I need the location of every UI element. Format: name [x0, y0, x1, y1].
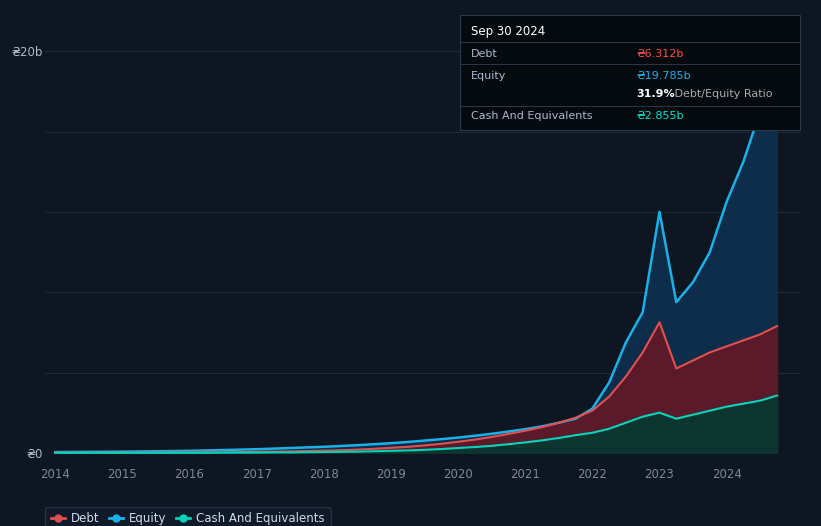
Legend: Debt, Equity, Cash And Equivalents: Debt, Equity, Cash And Equivalents	[45, 507, 331, 526]
Text: 31.9%: 31.9%	[637, 88, 676, 98]
Text: ₴19.785b: ₴19.785b	[637, 71, 691, 81]
Text: Debt: Debt	[470, 49, 498, 59]
Text: Equity: Equity	[470, 71, 506, 81]
Text: ₴6.312b: ₴6.312b	[637, 49, 684, 59]
Text: Debt/Equity Ratio: Debt/Equity Ratio	[672, 88, 773, 98]
Text: Sep 30 2024: Sep 30 2024	[470, 25, 545, 38]
Text: ₴2.855b: ₴2.855b	[637, 110, 684, 120]
Text: Cash And Equivalents: Cash And Equivalents	[470, 110, 592, 120]
